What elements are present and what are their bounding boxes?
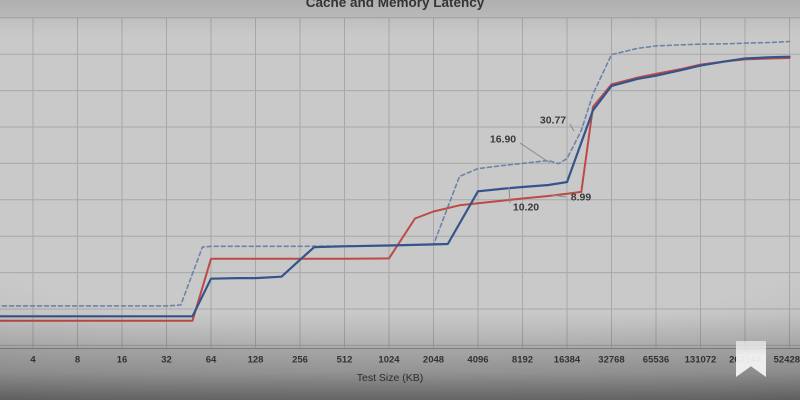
x-tick-label: 16 [117,355,128,366]
x-tick-label: 8192 [512,355,533,366]
x-axis-title: Test Size (KB) [357,372,424,384]
gridlines [0,17,800,348]
x-tick-label: 16384 [554,355,581,366]
chart-title: Cache and Memory Latency [306,0,485,10]
x-tick-label: 128 [248,355,264,366]
x-tick-label: 512 [337,355,353,366]
plot-area [0,17,800,349]
x-tick-label: 131072 [685,355,717,366]
x-tick-label: 2048 [423,355,444,366]
x-tick-label: 64 [206,355,217,366]
data-label: 16.90 [490,134,516,146]
data-label-annotations: 30.77 16.90 8.99 10.20 [490,115,592,214]
x-tick-label: 262144 [729,355,761,366]
x-tick-label: 32 [161,355,172,366]
x-tick-label: 4 [30,355,36,366]
annotation-leader-line [551,194,567,198]
series-lines [0,40,791,322]
x-tick-label: 256 [292,355,308,366]
x-tick-label: 65536 [643,355,669,366]
dashed-blue-line [0,40,791,307]
annotation-leader-line [569,123,575,132]
x-axis-tick-labels: 4 8 16 32 64 128 256 512 1024 2048 4096 8192 16384 32… [30,355,800,366]
data-label: 8.99 [571,192,592,204]
annotation-leader-line [508,186,511,204]
data-label: 10.20 [513,202,539,214]
annotation-leader-line [519,142,551,164]
x-tick-label: 524288 [774,355,800,366]
solid-blue-line [0,55,791,318]
x-tick-label: 1024 [378,355,400,366]
x-tick-label: 8 [75,355,80,366]
x-tick-label: 32768 [598,355,624,366]
data-label: 30.77 [540,115,566,127]
x-tick-label: 4096 [467,355,488,366]
